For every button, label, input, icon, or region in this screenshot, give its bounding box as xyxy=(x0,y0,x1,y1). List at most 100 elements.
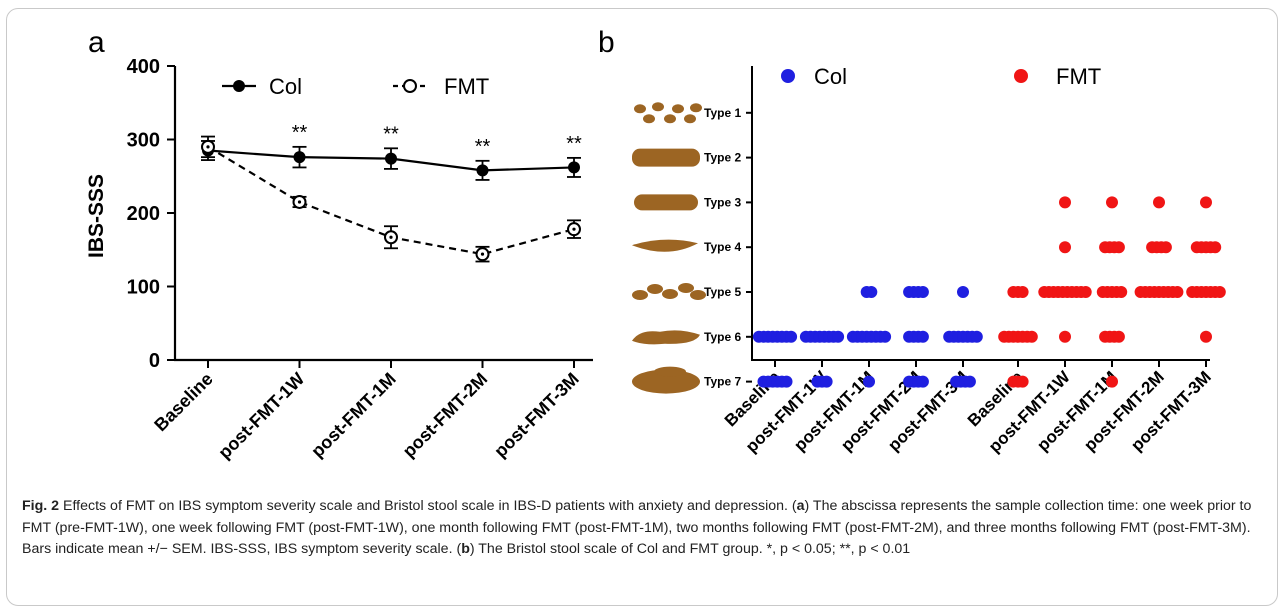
significance-label: ** xyxy=(566,133,582,155)
panel-a-ytick-label: 100 xyxy=(127,277,160,299)
stool-type-2-icon xyxy=(632,148,700,167)
point-fmt xyxy=(1159,241,1172,254)
stool-shape xyxy=(632,330,700,345)
stool-piece xyxy=(647,284,663,294)
caption-text-1: Effects of FMT on IBS symptom severity s… xyxy=(59,498,797,514)
stool-shape xyxy=(632,369,700,394)
panel-a-ytick-label: 0 xyxy=(149,350,160,372)
panel-a-ytick-label: 400 xyxy=(127,56,160,78)
point-col xyxy=(832,330,845,343)
stool-lump xyxy=(684,114,696,124)
data-point-col xyxy=(385,152,397,165)
stool-piece xyxy=(632,290,648,300)
panel-b-ytick-label: Type 3 xyxy=(704,195,741,209)
caption-ref-a: a xyxy=(796,498,805,514)
caption-ref-b: b xyxy=(461,541,470,557)
point-fmt xyxy=(1059,196,1071,209)
point-fmt xyxy=(1106,196,1118,209)
stool-lump xyxy=(652,102,664,112)
panel-b-ytick-label: Type 2 xyxy=(704,151,741,165)
panel-b-ytick-label: Type 7 xyxy=(704,375,741,389)
legend-fmt-label: FMT xyxy=(444,74,489,99)
stool-shape xyxy=(632,148,700,167)
data-point-col xyxy=(476,164,489,177)
data-point-col xyxy=(293,151,306,164)
legend-b-fmt-label: FMT xyxy=(1056,64,1101,89)
point-fmt xyxy=(1025,330,1038,343)
data-point-fmt-dot xyxy=(389,235,393,239)
point-fmt xyxy=(1200,196,1212,209)
point-col xyxy=(820,375,833,388)
stool-type-3-icon xyxy=(634,194,698,211)
data-point-col xyxy=(568,161,580,174)
data-point-fmt-dot xyxy=(206,145,210,149)
point-fmt xyxy=(1059,330,1071,343)
legend-fmt-marker xyxy=(403,79,417,93)
point-fmt xyxy=(1106,375,1118,388)
figure-caption: Fig. 2 Effects of FMT on IBS symptom sev… xyxy=(22,496,1268,561)
legend-b-fmt-marker xyxy=(1014,69,1028,83)
stool-piece xyxy=(690,290,706,300)
point-fmt xyxy=(1059,241,1071,254)
point-col xyxy=(957,286,969,298)
panel-b-legend: Col FMT xyxy=(781,64,1101,89)
panel-b-ytick-label: Type 1 xyxy=(704,106,741,120)
stool-type-5-icon xyxy=(632,283,706,300)
point-col xyxy=(970,330,983,343)
panel-a-xtick-label: post-FMT-1M xyxy=(307,369,400,462)
panel-a-ylabel: IBS-SSS xyxy=(85,174,108,258)
point-col xyxy=(863,375,875,388)
point-col xyxy=(785,330,798,343)
legend-b-col-marker xyxy=(781,69,795,83)
significance-label: ** xyxy=(383,123,399,145)
stool-shape xyxy=(654,366,686,377)
point-col xyxy=(963,375,976,388)
stool-piece xyxy=(678,283,694,293)
stool-lump xyxy=(672,104,684,114)
point-col xyxy=(916,286,929,298)
point-fmt xyxy=(1112,330,1125,343)
legend-col-label: Col xyxy=(269,74,302,99)
stool-lump xyxy=(690,103,702,113)
panel-a-xtick-label: post-FMT-1W xyxy=(214,369,308,463)
point-col xyxy=(879,330,892,343)
point-fmt xyxy=(1213,286,1226,298)
point-fmt xyxy=(1115,286,1128,298)
panel-a-xtick-label: post-FMT-3M xyxy=(490,369,583,462)
panel-b-xtick-label: post-FMT-1W xyxy=(985,367,1075,457)
panel-b-ytick-label: Type 6 xyxy=(704,330,741,344)
point-col xyxy=(916,330,929,343)
legend-b-col-label: Col xyxy=(814,64,847,89)
significance-label: ** xyxy=(292,122,308,144)
stool-type-7-icon xyxy=(632,366,700,394)
panel-b-ytick-label: Type 4 xyxy=(704,240,741,254)
significance-label: ** xyxy=(475,136,491,158)
panel-a-ytick-label: 300 xyxy=(127,130,160,152)
stool-type-4-icon xyxy=(632,239,698,252)
point-fmt xyxy=(1153,196,1165,209)
point-fmt xyxy=(1200,330,1212,343)
stool-shape xyxy=(632,239,698,252)
caption-label: Fig. 2 xyxy=(22,498,60,514)
panel-a-ytick-label: 200 xyxy=(127,203,160,225)
stool-type-6-icon xyxy=(632,330,700,345)
caption-text-2: ) The abscissa represents the sample col… xyxy=(22,498,1252,557)
stool-lump xyxy=(634,104,646,114)
point-fmt xyxy=(1079,286,1092,298)
point-col xyxy=(916,375,929,388)
point-col xyxy=(865,286,878,298)
panel-a-xtick-label: post-FMT-2M xyxy=(399,369,492,462)
data-point-fmt-dot xyxy=(480,252,485,256)
panel-a-xtick-label: Baseline xyxy=(150,369,217,436)
figure-frame xyxy=(6,8,1278,606)
point-fmt xyxy=(1112,241,1125,254)
point-col xyxy=(780,375,793,388)
stool-lump xyxy=(664,114,676,124)
data-point-fmt-dot xyxy=(297,200,302,204)
data-point-fmt-dot xyxy=(572,227,576,231)
point-fmt xyxy=(1016,286,1029,298)
panel-a-legend: Col FMT xyxy=(222,74,489,99)
panel-b-label: b xyxy=(598,26,615,59)
caption-text-3: ) The Bristol stool scale of Col and FMT… xyxy=(469,541,911,557)
